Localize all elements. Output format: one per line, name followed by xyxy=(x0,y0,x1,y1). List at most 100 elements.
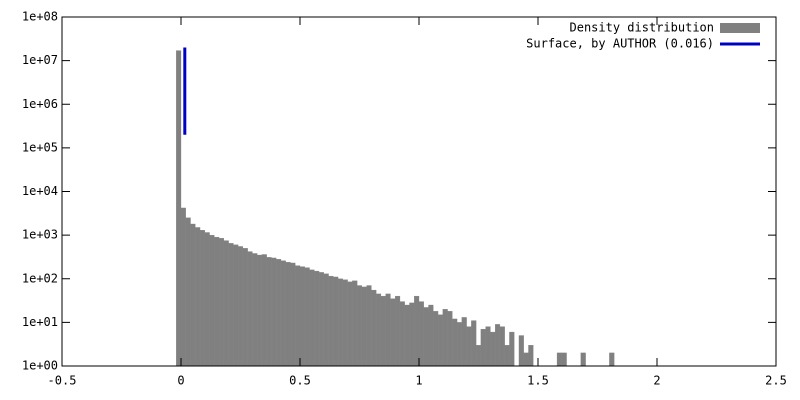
y-tick-label: 1e+01 xyxy=(22,315,58,329)
bar xyxy=(385,293,391,367)
bar xyxy=(428,304,434,367)
bar xyxy=(376,293,382,367)
bar xyxy=(233,244,239,367)
bar xyxy=(523,352,529,367)
bar xyxy=(204,232,210,367)
bar xyxy=(318,272,324,367)
bar xyxy=(395,295,401,367)
bar xyxy=(176,50,182,367)
bar xyxy=(180,207,186,367)
x-tick-label: 2 xyxy=(653,374,660,388)
bar xyxy=(399,301,405,367)
plot-border xyxy=(61,16,777,367)
bar xyxy=(342,279,348,367)
bar xyxy=(518,335,524,367)
bar xyxy=(261,254,267,367)
bar xyxy=(461,317,467,367)
bar xyxy=(352,280,358,367)
bar xyxy=(504,345,510,367)
bar xyxy=(609,352,615,367)
y-tick-label: 1e+03 xyxy=(22,228,58,242)
y-tick-label: 1e+00 xyxy=(22,359,58,373)
bar xyxy=(323,273,329,367)
bar xyxy=(190,223,196,367)
y-tick-label: 1e+07 xyxy=(22,53,58,67)
bar xyxy=(280,260,286,367)
bar xyxy=(480,328,486,367)
y-tick-label: 1e+08 xyxy=(22,10,58,24)
bar xyxy=(333,276,339,367)
bar xyxy=(485,326,491,367)
bar xyxy=(423,307,429,367)
bar xyxy=(490,331,496,367)
x-tick-label: -0.5 xyxy=(48,374,77,388)
bar xyxy=(304,267,310,367)
bar xyxy=(314,270,320,367)
bar xyxy=(285,262,291,367)
bar xyxy=(290,262,296,367)
bar xyxy=(209,234,215,367)
bar xyxy=(371,289,377,367)
bar xyxy=(409,302,415,367)
bar xyxy=(433,311,439,367)
y-tick-label: 1e+05 xyxy=(22,140,58,154)
bar xyxy=(561,352,567,367)
bar xyxy=(437,314,443,367)
bar xyxy=(185,217,191,367)
bar xyxy=(247,251,253,367)
y-tick-label: 1e+04 xyxy=(22,184,58,198)
bar xyxy=(366,285,372,367)
bar xyxy=(475,345,482,367)
x-tick-label: 0.5 xyxy=(289,374,311,388)
legend-label: Density distribution xyxy=(570,21,715,35)
bar xyxy=(495,324,501,367)
bar xyxy=(337,278,343,367)
bar xyxy=(414,295,420,367)
bar xyxy=(452,318,458,367)
bar xyxy=(347,281,353,367)
bar xyxy=(271,257,277,367)
bar xyxy=(528,345,534,367)
bar xyxy=(223,240,229,367)
x-tick-label: 2.5 xyxy=(765,374,787,388)
bar xyxy=(328,275,334,367)
bar xyxy=(356,285,363,367)
x-tick-label: 0 xyxy=(177,374,184,388)
bar xyxy=(404,304,410,367)
bar xyxy=(237,246,244,367)
bar xyxy=(442,309,448,367)
bar xyxy=(257,254,263,367)
bar xyxy=(580,352,586,367)
bar xyxy=(447,311,453,367)
bar xyxy=(380,295,386,367)
x-tick-label: 1 xyxy=(415,374,422,388)
bar xyxy=(276,259,282,367)
x-tick-label: 1.5 xyxy=(527,374,549,388)
bar xyxy=(214,236,220,367)
bar xyxy=(195,227,201,367)
bar xyxy=(390,298,396,367)
bar xyxy=(228,243,234,367)
bar xyxy=(471,320,477,367)
bar xyxy=(418,301,424,367)
bar xyxy=(242,248,248,367)
bar xyxy=(299,266,305,367)
bar xyxy=(456,322,462,367)
bar xyxy=(509,331,515,367)
y-tick-label: 1e+06 xyxy=(22,97,58,111)
bar xyxy=(556,352,562,367)
bar xyxy=(295,265,301,367)
bar xyxy=(218,238,224,367)
bar xyxy=(252,253,258,367)
y-tick-label: 1e+02 xyxy=(22,271,58,285)
bar xyxy=(361,286,367,367)
bar xyxy=(199,230,205,367)
overlay: 1e+00 1e+01 1e+02 1e+03 1e+04 1e+05 1e+06 1e+07… xyxy=(22,10,787,388)
bar xyxy=(466,326,472,367)
legend-swatch xyxy=(720,23,760,33)
bar xyxy=(266,257,272,367)
bar xyxy=(499,326,505,367)
bar xyxy=(309,269,315,367)
